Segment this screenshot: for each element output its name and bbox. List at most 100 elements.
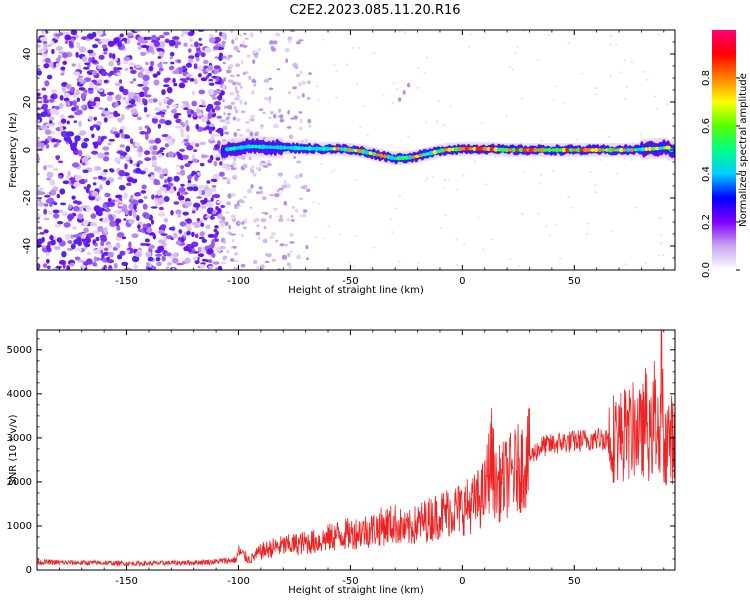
heatmap-noise-cell [227,57,230,61]
heatmap-signal-cell [586,148,592,152]
heatmap-noise-cell [179,165,185,170]
heatmap-noise-cell [118,169,126,177]
heatmap-noise-cell [288,38,291,44]
heatmap-noise-cell [467,45,471,48]
heatmap-signal-cell [654,146,660,151]
heatmap-noise-cell [232,116,236,121]
heatmap-noise-cell [115,67,123,70]
heatmap-noise-cell [43,63,50,69]
heatmap-noise-cell [625,85,628,88]
heatmap-noise-cell [167,140,175,146]
heatmap-noise-cell [248,156,252,161]
colorbar-tick-label: 0.0 [701,262,712,278]
heatmap-noise-cell [200,52,206,58]
heatmap-signal-cell [372,151,377,157]
heatmap-noise-cell [204,184,209,188]
heatmap-noise-cell [223,239,227,244]
heatmap-noise-cell [184,257,191,264]
heatmap-noise-cell [98,246,105,250]
heatmap-noise-cell [493,156,497,159]
heatmap-noise-cell [41,103,49,109]
heatmap-noise-cell [186,230,191,236]
heatmap-signal-cell [264,145,269,149]
heatmap-noise-cell [148,98,154,104]
heatmap-noise-cell [126,105,134,108]
heatmap-noise-cell [567,42,570,44]
heatmap-noise-cell [658,254,661,257]
heatmap-signal-cell [267,145,273,150]
heatmap-noise-cell [212,173,220,180]
heatmap-noise-cell [47,197,55,203]
heatmap-noise-cell [262,165,268,168]
heatmap-noise-cell [37,190,42,196]
heatmap-signal-cell [558,148,563,152]
heatmap-noise-cell [116,232,125,238]
heatmap-signal-cell [547,147,552,153]
heatmap-noise-cell [81,156,89,163]
heatmap-noise-cell [269,193,275,197]
heatmap-noise-cell [235,63,241,68]
heatmap-signal-cell [307,146,313,151]
heatmap-signal-cell [296,146,302,151]
heatmap-noise-cell [107,72,113,77]
heatmap-noise-cell [78,87,86,91]
heatmap-noise-cell [93,142,99,149]
heatmap-noise-cell [53,245,61,251]
heatmap-noise-cell [540,140,543,143]
heatmap-noise-cell [205,224,211,229]
heatmap-noise-cell [424,179,428,182]
heatmap-noise-cell [87,233,95,238]
heatmap-noise-cell [279,214,283,220]
heatmap-noise-cell [144,150,151,156]
heatmap-noise-cell [195,123,199,130]
heatmap-noise-cell [260,126,264,129]
heatmap-noise-cell [71,107,77,112]
heatmap-noise-cell [253,259,258,265]
x-tick-label: 0 [459,576,465,587]
heatmap-noise-cell [245,128,251,133]
heatmap-noise-cell [213,101,221,106]
heatmap-noise-cell [45,123,53,127]
heatmap-noise-cell [137,46,142,50]
heatmap-noise-cell [283,180,287,185]
heatmap-noise-cell [141,184,147,190]
heatmap-noise-cell [166,86,173,94]
heatmap-noise-cell [345,63,349,66]
heatmap-noise-cell [114,113,121,117]
heatmap-noise-cell [115,133,120,138]
heatmap-noise-cell [160,224,167,229]
heatmap-noise-cell [84,179,88,183]
heatmap-noise-cell [67,240,73,244]
heatmap-noise-cell [150,34,158,42]
heatmap-noise-cell [173,232,178,238]
heatmap-noise-cell [91,150,99,155]
heatmap-noise-cell [276,189,280,193]
heatmap-noise-cell [204,47,212,53]
heatmap-noise-cell [162,184,169,188]
heatmap-signal-cell [561,147,567,153]
heatmap-noise-cell [96,120,102,126]
heatmap-noise-cell [240,263,246,268]
heatmap-noise-cell [462,174,465,177]
heatmap-noise-cell [272,207,278,211]
heatmap-noise-cell [60,118,67,124]
heatmap-noise-cell [369,266,372,269]
heatmap-noise-cell [250,169,255,174]
heatmap-signal-cell [522,147,527,153]
heatmap-signal-band [220,83,675,166]
heatmap-noise-cell [201,238,207,243]
heatmap-noise-cell [249,206,253,209]
heatmap-noise-cell [81,56,87,62]
heatmap-noise-cell [537,212,540,215]
heatmap-signal-cell [636,147,642,152]
heatmap-signal-cell [398,97,402,102]
heatmap-noise-cell [131,178,138,184]
heatmap-noise-cell [136,162,140,168]
heatmap-noise-cell [208,123,215,128]
heatmap-noise-cell [152,73,158,78]
heatmap-noise-cell [46,177,51,181]
heatmap-noise-cell [219,220,226,224]
heatmap-noise-cell [163,31,170,36]
heatmap-noise-cell [264,260,270,264]
heatmap-noise-cell [644,261,647,264]
